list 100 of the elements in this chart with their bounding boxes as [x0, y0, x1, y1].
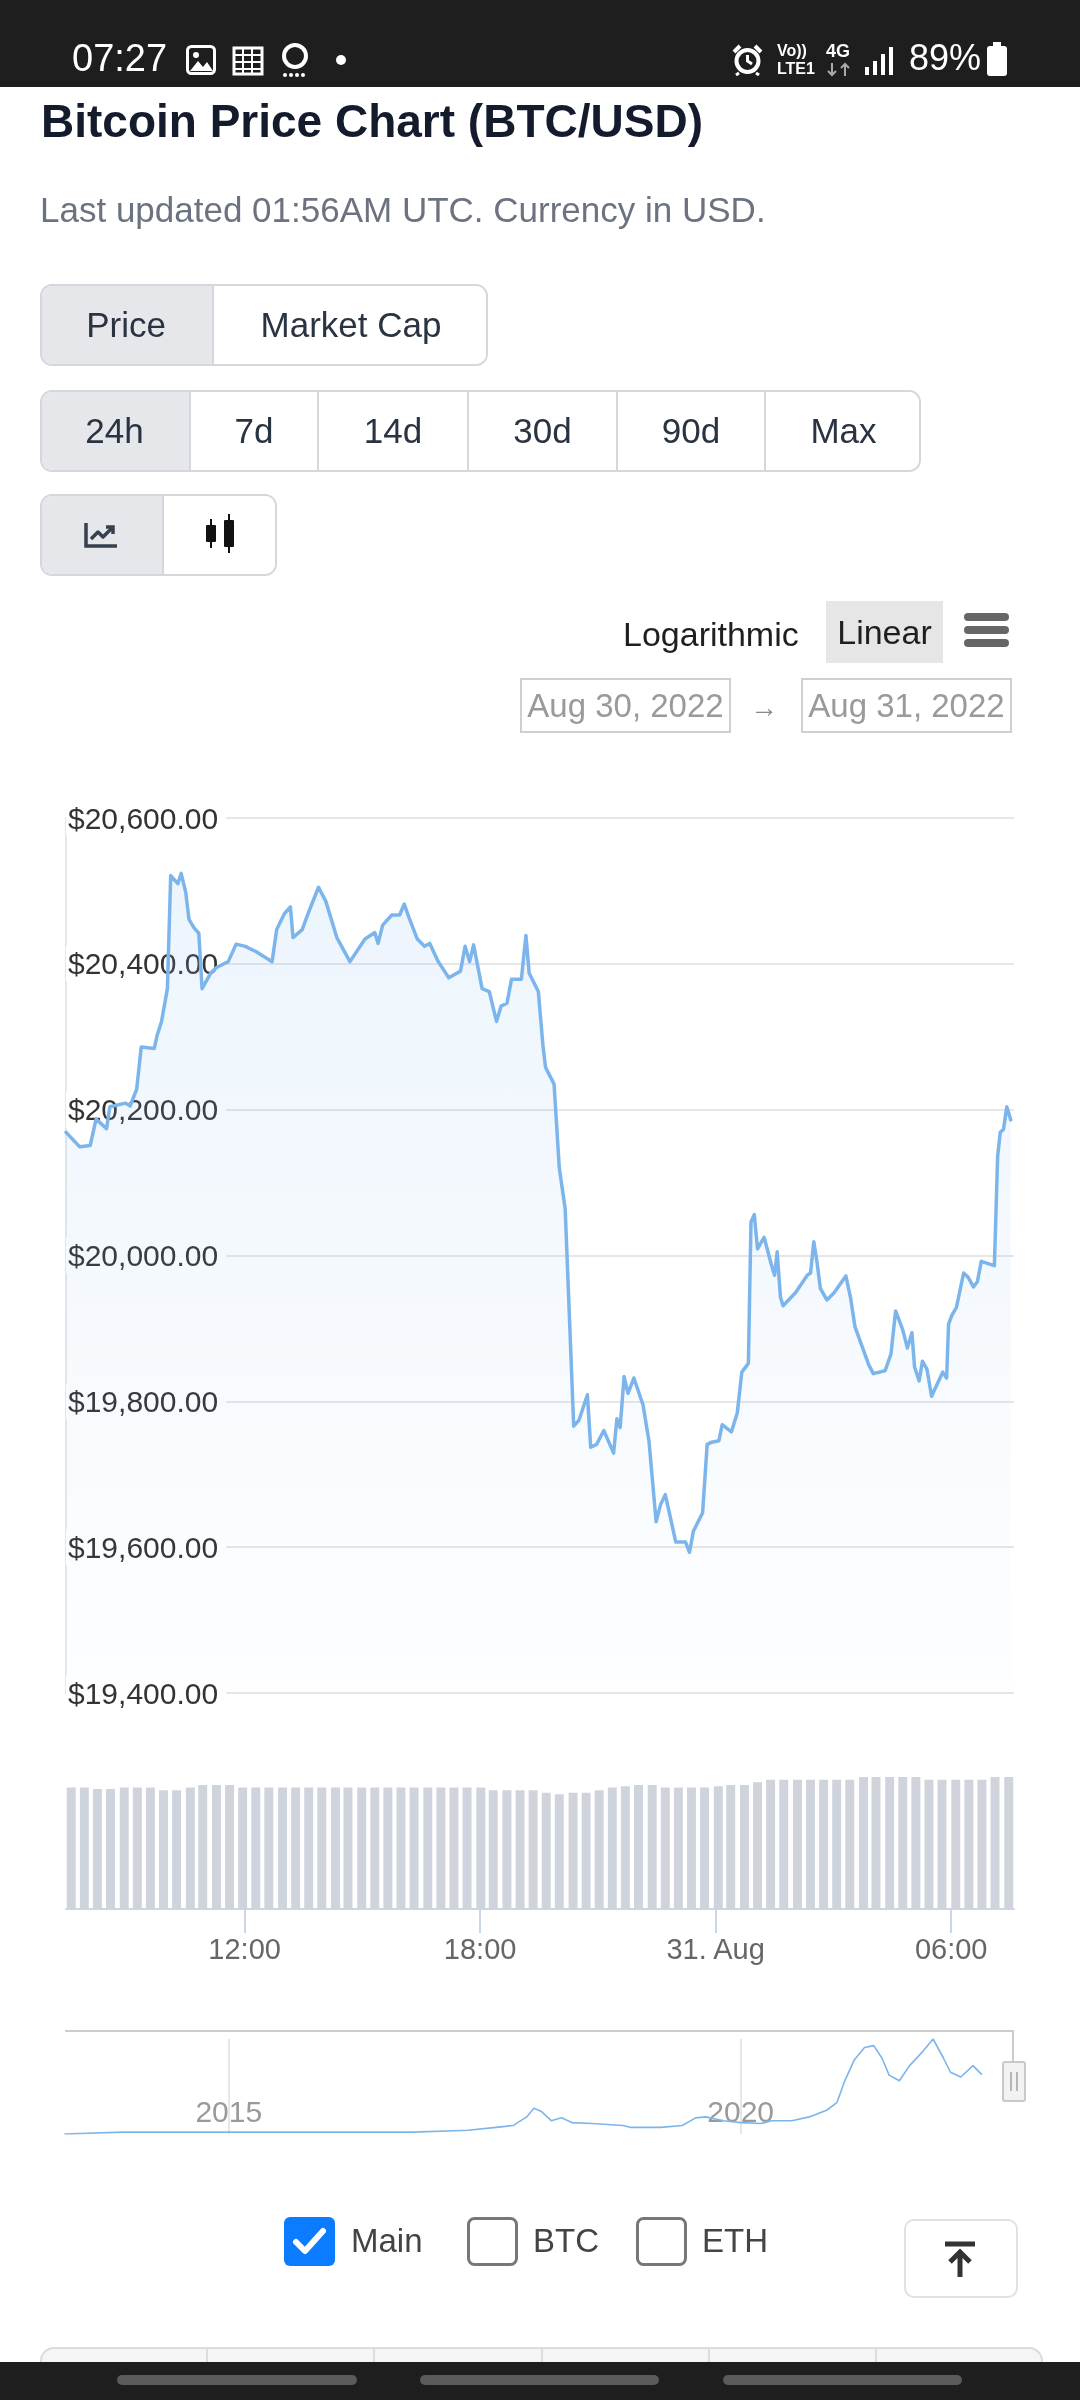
- bar: [779, 1779, 789, 1909]
- bar: [488, 1790, 498, 1909]
- x-tick-label: 2020: [707, 2094, 775, 2128]
- y-tick-label: $19,800.00: [68, 1384, 219, 1418]
- bar: [885, 1777, 895, 1909]
- bar: [620, 1786, 630, 1909]
- x-tick-label: 18:00: [443, 1932, 517, 1965]
- y-tick-label: $19,600.00: [68, 1530, 219, 1564]
- bar: [370, 1787, 380, 1909]
- date-field: Aug 30, 2022: [520, 678, 731, 733]
- bar: [819, 1779, 829, 1909]
- chart-title: Bitcoin Price Chart (BTC/USD): [41, 94, 703, 150]
- x-tick-label: 2015: [195, 2094, 263, 2128]
- bar: [304, 1787, 314, 1909]
- x-tick-label: 31. Aug: [666, 1932, 765, 1965]
- bar: [515, 1790, 525, 1909]
- bar: [396, 1787, 406, 1909]
- bar: [990, 1777, 1000, 1909]
- bar: [977, 1779, 987, 1909]
- bar: [92, 1788, 102, 1909]
- text: Logarithmic: [623, 613, 799, 655]
- bar: [383, 1787, 393, 1909]
- bar: [132, 1787, 142, 1909]
- text: LTE1: [777, 59, 815, 79]
- bar: [568, 1792, 578, 1909]
- bar: [119, 1787, 129, 1909]
- bar: [264, 1787, 274, 1909]
- bar: [964, 1779, 974, 1909]
- bar: [278, 1787, 288, 1909]
- tab-button: Price: [42, 286, 212, 364]
- bar: [739, 1784, 749, 1909]
- text: 4G: [826, 40, 851, 63]
- bar: [713, 1786, 723, 1909]
- bar: [700, 1787, 710, 1909]
- bar: [792, 1779, 802, 1909]
- bar: [898, 1777, 908, 1909]
- bar: [1004, 1777, 1014, 1909]
- toggle-button: Linear: [826, 601, 943, 663]
- tab-button: Market Cap: [212, 286, 486, 364]
- bar: [607, 1787, 617, 1909]
- bar: [859, 1777, 868, 1909]
- bar: [476, 1787, 486, 1909]
- bar: [726, 1784, 736, 1909]
- bar: [911, 1777, 921, 1909]
- bar: [145, 1787, 155, 1909]
- bar: [225, 1784, 235, 1909]
- date-field: Aug 31, 2022: [801, 678, 1012, 733]
- bar: [806, 1779, 816, 1909]
- bar: [594, 1790, 604, 1909]
- text: ETH: [702, 2221, 768, 2262]
- bar: [185, 1787, 195, 1909]
- bar: [449, 1787, 459, 1909]
- text: Main: [351, 2221, 423, 2262]
- bar: [106, 1788, 115, 1909]
- text: Vo)): [777, 41, 807, 61]
- bar: [647, 1784, 657, 1909]
- bar: [753, 1782, 763, 1909]
- bar: [291, 1787, 301, 1909]
- bar: [331, 1787, 341, 1909]
- bar: [541, 1792, 551, 1909]
- bar: [462, 1787, 472, 1909]
- tab-button: 24h: [42, 392, 189, 470]
- bar: [554, 1794, 564, 1909]
- y-tick-label: $20,600.00: [68, 801, 219, 835]
- bar: [212, 1784, 221, 1909]
- x-tick-label: 06:00: [914, 1932, 988, 1965]
- bar: [172, 1790, 182, 1909]
- bar: [686, 1787, 696, 1909]
- chart-subtitle: Last updated 01:56AM UTC. Currency in USD.: [40, 189, 766, 231]
- bar: [79, 1787, 89, 1909]
- bar: [845, 1779, 855, 1909]
- bar: [766, 1779, 776, 1909]
- bar: [238, 1787, 248, 1909]
- bar: [660, 1787, 670, 1909]
- bar: [673, 1787, 683, 1909]
- text: →: [750, 691, 778, 726]
- bar: [502, 1790, 512, 1909]
- bar: [832, 1779, 842, 1909]
- text: 07:27: [72, 36, 168, 82]
- y-tick-label: $20,000.00: [68, 1239, 219, 1272]
- text: 89%: [909, 36, 982, 80]
- text: BTC: [533, 2221, 599, 2262]
- bar: [159, 1790, 168, 1909]
- bar: [317, 1787, 327, 1909]
- bar: [951, 1779, 961, 1909]
- bar: [198, 1784, 208, 1909]
- x-tick-label: 12:00: [208, 1932, 281, 1965]
- bar: [357, 1787, 367, 1909]
- tab-button: Max: [764, 392, 919, 470]
- bar: [423, 1787, 433, 1909]
- bar: [436, 1787, 446, 1909]
- bar: [924, 1779, 934, 1909]
- bar: [937, 1779, 947, 1909]
- bar: [409, 1787, 419, 1909]
- bar: [871, 1777, 881, 1909]
- y-tick-label: $19,400.00: [68, 1676, 219, 1710]
- bar: [633, 1784, 643, 1909]
- bar: [251, 1787, 261, 1909]
- bar: [528, 1790, 538, 1909]
- bar: [66, 1787, 76, 1909]
